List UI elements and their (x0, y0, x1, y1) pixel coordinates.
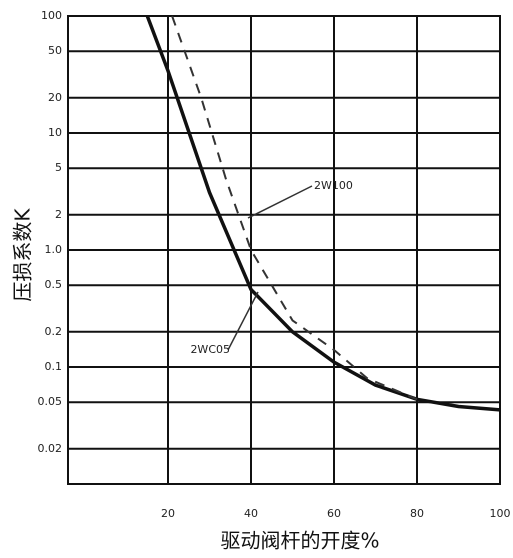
y-tick-label: 0.05 (38, 395, 63, 408)
x-tick-label: 20 (161, 507, 175, 520)
series-label: 2WC05 (190, 343, 230, 356)
leader-line (247, 185, 313, 219)
y-axis-title: 压损系数K (11, 208, 35, 302)
x-tick-label: 60 (327, 507, 341, 520)
y-tick-label: 100 (41, 9, 62, 22)
y-tick-label: 1.0 (45, 243, 63, 256)
leader-line (227, 291, 259, 351)
y-tick-label: 50 (48, 44, 62, 57)
y-tick-label: 10 (48, 126, 62, 139)
series-line (171, 15, 418, 401)
series-line (145, 15, 501, 412)
y-tick-label: 0.2 (45, 325, 63, 338)
y-tick-label: 2 (55, 208, 62, 221)
y-tick-label: 0.02 (38, 442, 63, 455)
y-tick-label: 5 (55, 161, 62, 174)
y-tick-label: 0.5 (45, 278, 63, 291)
x-tick-label: 80 (410, 507, 424, 520)
x-tick-label: 40 (244, 507, 258, 520)
y-tick-label: 0.1 (45, 360, 63, 373)
x-axis-title: 驱动阀杆的开度% (220, 529, 379, 553)
series-label: 2W100 (314, 179, 353, 192)
x-tick-label: 100 (490, 507, 511, 520)
y-tick-label: 20 (48, 91, 62, 104)
